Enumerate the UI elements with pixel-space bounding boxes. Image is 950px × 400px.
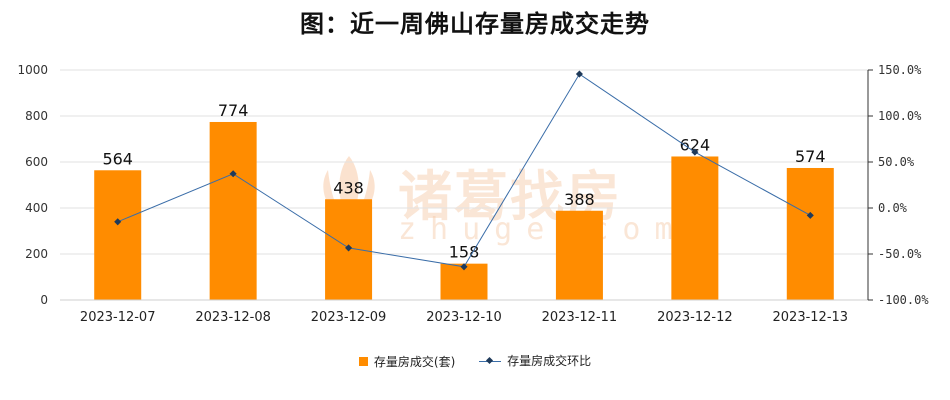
bar-value-label: 774 <box>218 101 249 120</box>
legend-item-line: 存量房成交环比 <box>479 352 591 369</box>
left-axis-tick-label: 400 <box>25 201 48 215</box>
line-point <box>691 148 699 156</box>
line-point <box>806 211 814 219</box>
bar-value-label: 158 <box>449 243 480 262</box>
right-axis-tick-label: 50.0% <box>878 155 915 169</box>
left-axis-tick-label: 0 <box>40 293 48 307</box>
line-point <box>229 170 237 178</box>
x-axis-category-label: 2023-12-07 <box>80 310 156 325</box>
right-axis-tick-label: -50.0% <box>878 247 922 261</box>
right-axis-tick-label: -100.0% <box>878 293 929 307</box>
bar-value-label: 438 <box>333 178 364 197</box>
bar <box>94 170 142 300</box>
bar-value-label: 388 <box>564 190 595 209</box>
legend-line-label: 存量房成交环比 <box>507 354 592 368</box>
chart-legend: 存量房成交(套) 存量房成交环比 <box>0 352 950 370</box>
x-axis-category-label: 2023-12-11 <box>542 310 618 325</box>
bar <box>555 210 603 300</box>
left-axis-tick-label: 800 <box>25 109 48 123</box>
left-axis-tick-label: 200 <box>25 247 48 261</box>
right-axis-tick-label: 0.0% <box>878 201 908 215</box>
right-axis-tick-label: 150.0% <box>878 63 922 77</box>
legend-bar-swatch <box>358 356 368 366</box>
bar <box>671 156 719 300</box>
bar-value-label: 624 <box>680 135 711 154</box>
chart-title: 图：近一周佛山存量房成交走势 <box>300 10 650 38</box>
line-point <box>345 244 353 252</box>
watermark-subtext: zhuge.com <box>398 212 687 247</box>
line-point <box>575 70 583 78</box>
bar-value-label: 574 <box>795 147 826 166</box>
x-axis-category-label: 2023-12-08 <box>195 310 271 325</box>
x-axis-category-label: 2023-12-09 <box>311 310 387 325</box>
left-axis-tick-label: 1000 <box>17 63 48 77</box>
x-axis-category-label: 2023-12-12 <box>657 310 733 325</box>
line-point <box>114 218 122 226</box>
legend-bar-label: 存量房成交(套) <box>373 354 456 369</box>
bar-value-label: 564 <box>102 149 133 168</box>
bar <box>209 121 257 300</box>
bar <box>786 167 834 300</box>
legend-item-bar: 存量房成交(套) <box>358 353 456 370</box>
line-point <box>460 263 468 271</box>
left-axis-tick-label: 600 <box>25 155 48 169</box>
legend-line-marker <box>479 356 502 366</box>
x-axis-category-label: 2023-12-13 <box>773 310 849 325</box>
x-axis-category-label: 2023-12-10 <box>426 310 502 325</box>
right-axis-tick-label: 100.0% <box>878 109 922 123</box>
